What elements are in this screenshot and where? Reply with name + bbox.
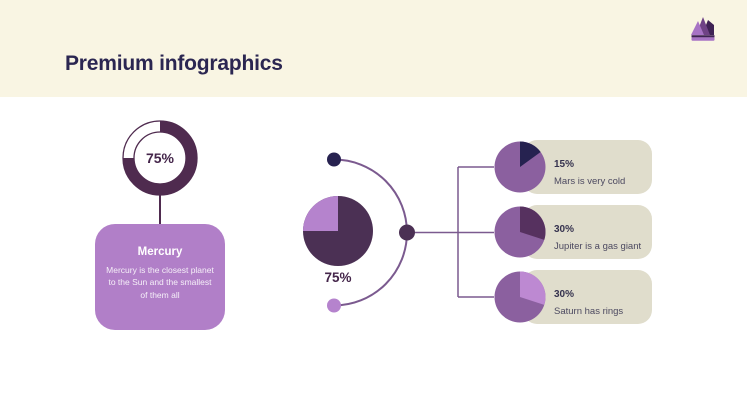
connector-diagram [327,152,494,313]
center-pie-chart [303,196,373,266]
donut-value-label: 75% [145,150,175,166]
mercury-card-title: Mercury [137,246,183,258]
mars-pie-chart [494,141,546,193]
donut-card-connector-line [159,194,161,224]
saturn-label: Saturn has rings [554,306,624,317]
mars-label: Mars is very cold [554,176,626,187]
mercury-card: Mercury Mercury is the closest planet to… [95,224,225,330]
jupiter-percent: 30% [554,224,575,235]
crown-left-facet [691,21,704,35]
crown-base-stripe [691,35,715,38]
crown-base [691,37,715,41]
mars-percent: 15% [554,159,575,170]
jupiter-pie-chart [494,206,546,258]
slide-title: Premium infographics [65,52,283,75]
saturn-pie-chart [494,271,546,323]
arc-dot-bottom [327,298,341,313]
mercury-card-description: Mercury is the closest planet to the Sun… [106,265,214,300]
jupiter-label: Jupiter is a gas giant [554,241,642,252]
crown-icon [691,17,715,41]
arc-dot-middle [399,224,415,241]
arc-dot-top [327,152,341,167]
mars-card: 15% Mars is very cold [523,140,652,194]
header-band [0,0,747,97]
center-pie-value-label: 75% [324,270,352,285]
saturn-percent: 30% [554,289,575,300]
